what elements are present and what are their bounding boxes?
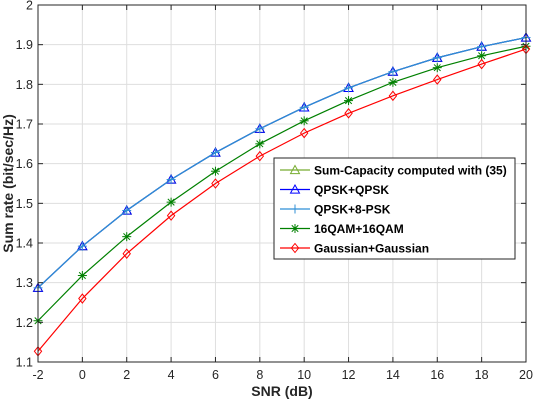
legend-marker <box>290 204 300 214</box>
data-point <box>433 74 442 85</box>
x-tick-label: -2 <box>32 368 43 382</box>
legend-label: Sum-Capacity computed with (35) <box>314 163 507 177</box>
y-tick-label: 2 <box>26 0 33 13</box>
legend-label: QPSK+8-PSK <box>314 202 391 216</box>
y-tick-label: 1.8 <box>16 78 33 92</box>
series-line <box>37 48 527 352</box>
data-point <box>211 178 220 189</box>
x-tick-label: 18 <box>475 368 489 382</box>
legend: Sum-Capacity computed with (35) QPSK+QPSK… <box>273 157 516 260</box>
x-tick-label: 4 <box>168 368 175 382</box>
legend-marker <box>289 164 301 175</box>
data-point <box>477 51 487 61</box>
data-point <box>432 53 442 63</box>
data-point <box>299 127 309 139</box>
data-point <box>166 197 176 207</box>
y-tick-label: 1.1 <box>16 356 33 370</box>
data-point <box>477 42 487 52</box>
x-tick-label: 10 <box>297 368 311 382</box>
data-point <box>122 248 131 260</box>
y-tick-label: 1.7 <box>16 118 33 132</box>
data-point <box>388 90 398 102</box>
data-point <box>388 67 398 77</box>
data-point <box>166 210 176 221</box>
x-tick-label: 2 <box>123 368 130 382</box>
data-point <box>255 150 265 162</box>
data-point <box>77 241 87 251</box>
data-point <box>299 116 309 126</box>
y-tick-label: 1.3 <box>16 276 33 290</box>
y-tick-label: 1.2 <box>16 316 33 330</box>
legend-marker <box>290 242 300 254</box>
data-point <box>344 83 354 93</box>
x-tick-label: 6 <box>212 368 219 382</box>
legend-marker <box>289 183 301 194</box>
x-tick-label: 14 <box>386 368 400 382</box>
x-tick-label: 0 <box>79 368 86 382</box>
legend-label: Gaussian+Gaussian <box>314 241 429 255</box>
data-point <box>432 63 442 73</box>
data-point <box>255 124 265 134</box>
series-line <box>37 45 527 322</box>
data-point <box>122 232 132 242</box>
legend-marker <box>290 224 300 233</box>
legend-box <box>273 157 516 260</box>
x-tick-label: 16 <box>430 368 444 382</box>
data-point <box>344 96 354 106</box>
x-tick-label: 8 <box>256 368 263 382</box>
data-point <box>477 58 486 70</box>
data-point <box>122 205 132 215</box>
y-tick-label: 1.5 <box>16 197 33 211</box>
data-point <box>77 271 87 281</box>
y-axis-label: Sum rate (bit/sec/Hz) <box>0 114 16 252</box>
y-tick-label: 1.4 <box>16 237 33 251</box>
data-point <box>388 77 398 87</box>
data-point <box>78 293 87 304</box>
data-point <box>166 175 176 185</box>
y-tick-label: 1.6 <box>16 157 33 171</box>
data-point <box>210 148 220 158</box>
tick-labels: -2 0 2 4 6 8 10 12 14 16 18 20 1.1 1.2 1.3 1.4 1.5 1.6 1.7… <box>16 0 533 382</box>
x-axis-label: SNR (dB) <box>251 383 312 399</box>
x-tick-label: 12 <box>342 368 356 382</box>
series-line <box>37 36 527 289</box>
y-tick-label: 1.9 <box>16 38 33 52</box>
data-point <box>210 166 220 176</box>
legend-label: QPSK+QPSK <box>314 183 389 197</box>
data-point <box>299 102 309 112</box>
legend-label: 16QAM+16QAM <box>314 222 404 236</box>
data-point <box>344 107 353 119</box>
plot-frame <box>37 4 527 363</box>
x-tick-label: 20 <box>519 368 533 382</box>
data-point <box>255 139 265 149</box>
